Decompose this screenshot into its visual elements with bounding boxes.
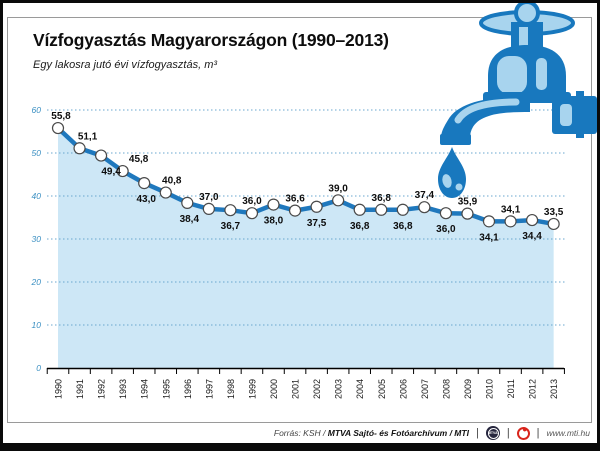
svg-text:34,1: 34,1 — [501, 204, 521, 215]
svg-text:55,8: 55,8 — [51, 111, 71, 122]
svg-text:39,0: 39,0 — [328, 183, 348, 194]
mtva-logo-label: MTVA — [487, 431, 498, 435]
svg-text:2013: 2013 — [549, 379, 559, 399]
svg-text:1994: 1994 — [140, 379, 150, 399]
svg-text:37,0: 37,0 — [199, 192, 219, 203]
mtva-logo-icon: MTVA — [485, 426, 500, 440]
svg-text:50: 50 — [32, 148, 42, 158]
svg-text:38,4: 38,4 — [180, 214, 200, 225]
border-right — [597, 0, 600, 451]
svg-text:36,6: 36,6 — [285, 194, 305, 205]
inner-frame — [7, 17, 592, 423]
faucet-icon — [438, 0, 597, 198]
svg-text:36,0: 36,0 — [436, 224, 456, 235]
svg-text:36,8: 36,8 — [350, 221, 370, 232]
chart-plot-area: 0 10 20 30 40 50 60 1990 1991 1992 1993 1994 1995 199… — [31, 105, 566, 399]
website-url: www.mti.hu — [546, 428, 590, 438]
svg-text:36,0: 36,0 — [242, 196, 262, 207]
svg-text:34,1: 34,1 — [479, 232, 499, 243]
svg-text:0: 0 — [36, 363, 41, 373]
border-top — [0, 0, 600, 3]
svg-text:2001: 2001 — [291, 379, 301, 399]
svg-text:37,5: 37,5 — [307, 218, 327, 229]
svg-text:20: 20 — [31, 277, 42, 287]
mtva-logo-ring — [487, 428, 499, 439]
footer-credits: Forrás: KSH / MTVA Sajtó- és Fotóarchívu… — [274, 424, 590, 442]
svg-text:45,8: 45,8 — [129, 154, 149, 165]
page-title: Vízfogyasztás Magyarországon (1990–2013) — [33, 30, 389, 50]
svg-text:2008: 2008 — [441, 379, 451, 399]
svg-text:38,0: 38,0 — [264, 216, 284, 227]
svg-text:36,7: 36,7 — [221, 221, 241, 232]
svg-text:1990: 1990 — [54, 379, 64, 399]
svg-text:60: 60 — [32, 105, 42, 115]
border-left — [0, 0, 3, 451]
border-bottom — [0, 443, 600, 451]
svg-text:51,1: 51,1 — [78, 131, 98, 142]
footer-separator: | — [536, 427, 540, 439]
svg-text:34,4: 34,4 — [522, 231, 542, 242]
svg-text:1995: 1995 — [161, 379, 171, 399]
source-archive: MTVA Sajtó- és Fotóarchívum / MTI — [327, 428, 469, 438]
source-text: Forrás: KSH / MTVA Sajtó- és Fotóarchívu… — [274, 428, 469, 438]
svg-text:35,9: 35,9 — [458, 197, 478, 208]
svg-text:33,5: 33,5 — [544, 207, 564, 218]
svg-text:1999: 1999 — [247, 379, 257, 399]
svg-text:1991: 1991 — [75, 379, 85, 399]
svg-text:43,0: 43,0 — [136, 194, 156, 205]
chart-subtitle: Egy lakosra jutó évi vízfogyasztás, m³ — [33, 59, 218, 71]
svg-text:2004: 2004 — [355, 379, 365, 399]
footer-separator: | — [506, 427, 510, 439]
svg-text:30: 30 — [32, 234, 42, 244]
svg-text:1998: 1998 — [226, 379, 236, 399]
svg-text:2011: 2011 — [506, 379, 516, 398]
svg-text:1993: 1993 — [118, 379, 128, 399]
svg-text:1996: 1996 — [183, 379, 193, 399]
svg-text:2002: 2002 — [312, 379, 322, 399]
mti-logo-icon — [514, 424, 532, 442]
source-prefix: Forrás: KSH / — [273, 428, 328, 438]
svg-text:36,8: 36,8 — [393, 221, 413, 232]
svg-text:2006: 2006 — [398, 379, 408, 399]
svg-text:40: 40 — [32, 191, 42, 201]
svg-text:2012: 2012 — [528, 379, 538, 399]
svg-text:40,8: 40,8 — [162, 176, 182, 187]
svg-text:36,8: 36,8 — [372, 193, 392, 204]
svg-text:49,4: 49,4 — [101, 167, 121, 178]
svg-text:2005: 2005 — [377, 379, 387, 399]
svg-text:2000: 2000 — [269, 379, 279, 399]
footer-separator: | — [475, 427, 479, 439]
svg-text:2010: 2010 — [485, 379, 495, 399]
svg-text:2007: 2007 — [420, 379, 430, 399]
svg-text:2009: 2009 — [463, 379, 473, 399]
svg-text:1992: 1992 — [97, 379, 107, 399]
svg-text:10: 10 — [32, 320, 42, 330]
svg-text:1997: 1997 — [204, 379, 214, 399]
svg-text:37,4: 37,4 — [415, 190, 435, 201]
svg-text:2003: 2003 — [334, 379, 344, 399]
water-consumption-line-chart: 0 10 20 30 40 50 60 1990 1991 1992 1993 1994 1995 199… — [31, 0, 597, 399]
mti-logo-dot — [521, 426, 527, 432]
